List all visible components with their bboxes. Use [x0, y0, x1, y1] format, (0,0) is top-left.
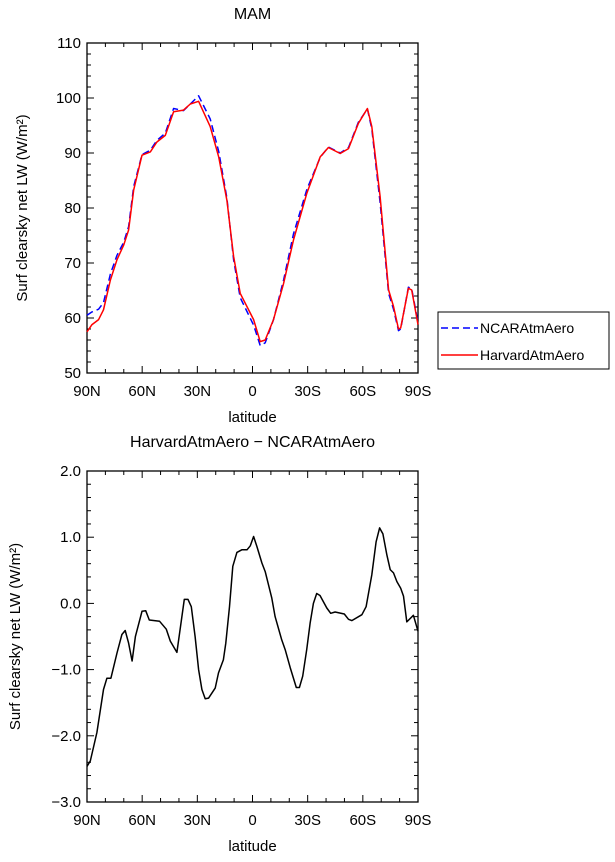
x-tick-label: 90S [405, 383, 432, 400]
legend-label: HarvardAtmAero [480, 347, 584, 363]
y-tick-label: 0.0 [60, 595, 81, 612]
panel-difference: 90N 60N 30N 0 30S 60S 90S −3.0 −2.0 −1.0 0.0 1.0 2.0… [7, 434, 431, 855]
series-line-harvardatmaero [86, 100, 419, 343]
y-tick-label: 100 [56, 90, 81, 107]
series-line-ncaratmaero [86, 95, 419, 347]
y-tick-label: −1.0 [51, 662, 81, 679]
legend-label: NCARAtmAero [480, 320, 574, 336]
legend-box [437, 311, 610, 370]
x-tick-label: 0 [248, 383, 256, 400]
chart-title: HarvardAtmAero − NCARAtmAero [130, 434, 375, 451]
x-axis-label: latitude [228, 409, 276, 426]
x-tick-label: 90N [73, 383, 101, 400]
y-tick-label: 50 [64, 365, 81, 382]
y-axis-label: Surf clearsky net LW (W/m²) [7, 543, 24, 730]
y-tick-label: 70 [64, 255, 81, 272]
legend: NCARAtmAero HarvardAtmAero [437, 311, 610, 370]
plot-frame [86, 470, 419, 803]
y-tick-label: 60 [64, 310, 81, 327]
x-tick-label: 30S [294, 383, 321, 400]
y-tick-label: 80 [64, 200, 81, 217]
x-tick-label: 0 [248, 812, 256, 829]
panel-mam: 90N 60N 30N 0 30S 60S 90S 50 60 70 80 90 100 110 MAM la… [14, 6, 610, 426]
y-tick-label: 1.0 [60, 529, 81, 546]
y-tick-label: 110 [57, 35, 81, 52]
y-tick-label: 90 [64, 145, 81, 162]
y-axis-label: Surf clearsky net LW (W/m²) [14, 114, 31, 301]
y-tick-label: 2.0 [60, 463, 81, 480]
x-tick-label: 30N [184, 812, 212, 829]
x-tick-label: 60S [349, 812, 376, 829]
chart-title: MAM [234, 6, 271, 23]
y-tick-label: −3.0 [51, 794, 81, 811]
x-tick-label: 30N [184, 383, 212, 400]
x-tick-label: 90S [405, 812, 432, 829]
y-tick-label: −2.0 [51, 728, 81, 745]
x-tick-label: 60S [349, 383, 376, 400]
x-tick-label: 90N [73, 812, 101, 829]
x-tick-label: 60N [128, 383, 156, 400]
x-tick-label: 30S [294, 812, 321, 829]
x-tick-label: 60N [128, 812, 156, 829]
series-line-difference [86, 527, 419, 767]
x-axis-label: latitude [228, 838, 276, 855]
